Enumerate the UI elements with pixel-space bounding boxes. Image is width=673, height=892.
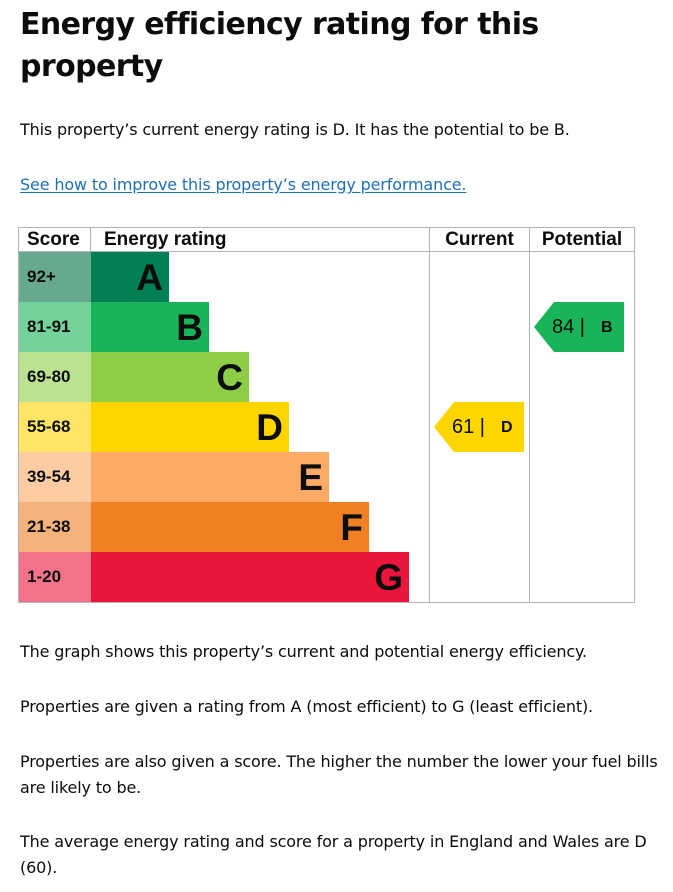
rating-bar-a: A [91,252,169,302]
header-potential: Potential [541,229,623,250]
rating-bar-d: D [91,402,289,452]
rating-letter-g: G [374,557,403,598]
score-band-g: 1-20 [19,552,91,602]
improve-link-row: See how to improve this property’s energ… [20,172,660,198]
rating-letter-a: A [136,257,163,298]
rating-letter-f: F [340,507,363,548]
score-band-b: 81-91 [19,302,91,352]
header-divider [18,251,635,252]
header-current: Current [445,229,514,250]
current-rating-arrow-letter: D [501,419,513,436]
rating-letter-b: B [176,307,203,348]
graph-border [18,227,635,603]
average-rating-text: The average energy rating and score for … [20,832,647,877]
rating-bar-e: E [91,452,329,502]
score-band-a: 92+ [19,252,91,302]
rating-bar-f: F [91,502,369,552]
current-column-divider [429,227,430,603]
intro-text: This property’s current energy rating is… [20,120,570,139]
current-rating-arrow-score: 61 | [452,416,485,438]
rating-bar-g: G [91,552,409,602]
rating-explanation: Properties are given a rating from A (mo… [20,697,593,716]
score-band-e: 39-54 [19,452,91,502]
rating-bar-b: B [91,302,209,352]
potential-column-divider [529,227,530,603]
rating-bar-c: C [91,352,249,402]
score-band-f: 21-38 [19,502,91,552]
score-band-d: 55-68 [19,402,91,452]
potential-rating-arrow-score: 84 | [552,316,585,338]
graph-description: The graph shows this property’s current … [20,642,587,661]
potential-rating-arrow-letter: B [601,319,613,336]
energy-rating-graph: Score Energy rating Current Potential 92… [18,227,635,603]
score-explanation: Properties are also given a score. The h… [20,752,658,797]
page-title: Energy efficiency rating for this proper… [20,7,539,84]
rating-letter-d: D [256,407,283,448]
rating-letter-e: E [298,457,323,498]
header-energy-rating: Energy rating [104,229,227,250]
score-band-c: 69-80 [19,352,91,402]
current-rating-arrow: 61 | D [434,402,524,452]
potential-rating-arrow: 84 | B [534,302,624,352]
rating-letter-c: C [216,357,243,398]
improve-energy-link[interactable]: See how to improve this property’s energ… [20,175,467,194]
header-score: Score [27,229,80,250]
